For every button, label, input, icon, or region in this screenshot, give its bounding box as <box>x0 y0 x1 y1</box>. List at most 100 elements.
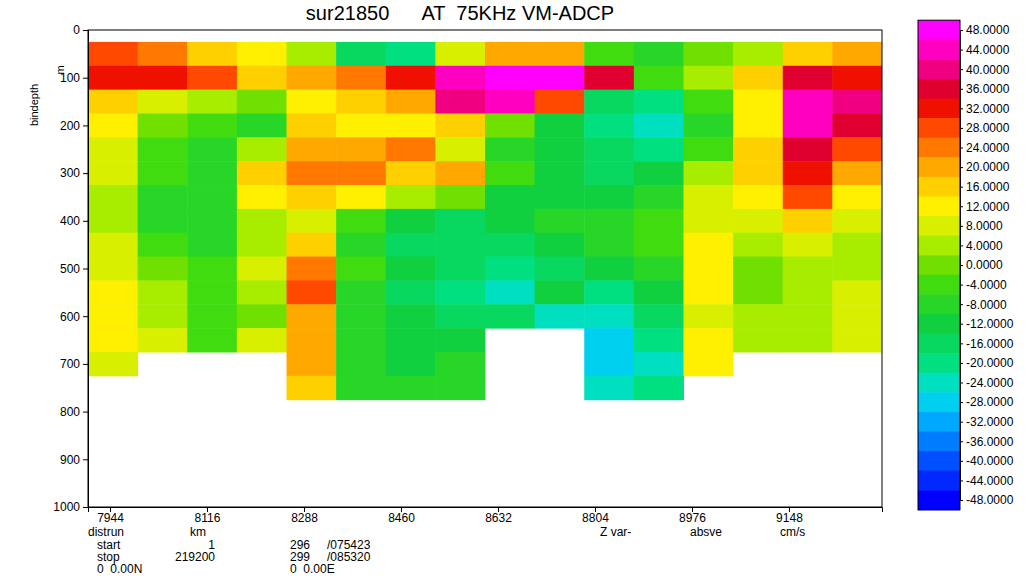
heatmap-cell <box>187 161 237 185</box>
heatmap-cell <box>187 280 237 304</box>
heatmap-cell <box>88 233 138 257</box>
heatmap-cell <box>684 280 734 304</box>
y-tick-label: 600 <box>60 310 80 324</box>
annotation: absve <box>690 525 722 539</box>
x-tick-label: 8632 <box>485 511 512 525</box>
colorbar-tick-mark <box>960 304 963 305</box>
y-tick-mark <box>83 269 88 270</box>
heatmap-cell <box>832 280 882 304</box>
x-tick: 8804 <box>582 507 609 525</box>
y-tick-mark <box>83 364 88 365</box>
heatmap-cell <box>684 352 734 376</box>
heatmap-cell <box>684 328 734 352</box>
colorbar-tick: 32.0000 <box>960 102 1010 116</box>
heatmap-cell <box>336 257 386 281</box>
heatmap-cell <box>584 328 634 352</box>
heatmap-cell <box>138 161 188 185</box>
colorbar-swatch <box>918 490 960 510</box>
colorbar-tick-mark <box>960 480 963 481</box>
heatmap-cell <box>237 233 287 257</box>
colorbar-tick-label: 24.0000 <box>966 141 1010 155</box>
y-tick: 200 <box>60 119 88 133</box>
x-tick: 8116 <box>195 507 221 525</box>
heatmap-cell <box>783 161 833 185</box>
heatmap-cell <box>336 233 386 257</box>
heatmap-cell <box>336 185 386 209</box>
x-tick: 8460 <box>388 507 415 525</box>
heatmap-cell <box>435 161 485 185</box>
colorbar-swatch <box>918 431 960 451</box>
heatmap-cell <box>485 233 535 257</box>
heatmap-cell <box>287 66 337 90</box>
x-tick: 9148 <box>776 507 803 525</box>
colorbar-tick: -44.0000 <box>960 474 1014 488</box>
heatmap-cell <box>783 113 833 137</box>
colorbar <box>918 20 960 510</box>
x-tick: 8288 <box>291 507 318 525</box>
heatmap-cell <box>535 209 585 233</box>
heatmap-cell <box>237 209 287 233</box>
heatmap-cell <box>435 209 485 233</box>
colorbar-tick-label: -36.0000 <box>966 435 1014 449</box>
colorbar-tick: -16.0000 <box>960 337 1014 351</box>
heatmap-cell <box>237 328 287 352</box>
colorbar-tick-mark <box>960 206 963 207</box>
y-tick-mark <box>83 78 88 79</box>
heatmap-cell <box>336 137 386 161</box>
heatmap-cell <box>386 257 436 281</box>
heatmap-cell <box>336 90 386 114</box>
heatmap-cell <box>88 352 138 376</box>
heatmap-cell <box>634 185 684 209</box>
x-tick: 8976 <box>679 507 706 525</box>
heatmap-cell <box>386 42 436 66</box>
heatmap-cell <box>336 113 386 137</box>
y-axis-line <box>83 31 89 508</box>
heatmap-cell <box>634 66 684 90</box>
colorbar-tick-mark <box>960 402 963 403</box>
heatmap-cell <box>783 42 833 66</box>
y-tick-label: 1000 <box>53 500 80 514</box>
heatmap-cell <box>386 137 436 161</box>
chart: 0100200300400500600700800900100079448116… <box>0 0 1034 583</box>
colorbar-tick: 40.0000 <box>960 63 1010 77</box>
colorbar-swatch <box>918 451 960 471</box>
colorbar-tick: 36.0000 <box>960 82 1010 96</box>
heatmap-cell <box>88 185 138 209</box>
heatmap-cell <box>237 113 287 137</box>
colorbar-tick-label: -28.0000 <box>966 395 1014 409</box>
heatmap-cell <box>386 185 436 209</box>
heatmap-cell <box>783 257 833 281</box>
heatmap-cell <box>684 113 734 137</box>
heatmap-cell <box>287 113 337 137</box>
colorbar-tick-label: 28.0000 <box>966 121 1010 135</box>
colorbar-tick-mark <box>960 441 963 442</box>
colorbar-tick-label: -40.0000 <box>966 454 1014 468</box>
colorbar-tick: 20.0000 <box>960 160 1010 174</box>
y-axis-unit: m <box>54 65 66 74</box>
x-tick-label: 7944 <box>97 511 124 525</box>
heatmap-cell <box>584 209 634 233</box>
heatmap-cell <box>783 137 833 161</box>
heatmap-cell <box>832 257 882 281</box>
colorbar-tick-label: 36.0000 <box>966 82 1010 96</box>
x-tick-label: 8288 <box>291 511 318 525</box>
x-axis-unit: km <box>190 525 206 539</box>
heatmap-cell <box>386 352 436 376</box>
colorbar-tick-label: -16.0000 <box>966 337 1014 351</box>
heatmap-cell <box>832 185 882 209</box>
colorbar-axis: 48.000044.000040.000036.000032.000028.00… <box>960 23 1014 507</box>
heatmap-cell <box>138 185 188 209</box>
heatmap-cell <box>783 233 833 257</box>
colorbar-tick-mark <box>960 108 963 109</box>
heatmap-cell <box>684 66 734 90</box>
heatmap-cell <box>535 185 585 209</box>
colorbar-tick: -48.0000 <box>960 493 1014 507</box>
heatmap-cell <box>386 113 436 137</box>
colorbar-tick-label: -44.0000 <box>966 474 1014 488</box>
colorbar-tick: -4.0000 <box>960 278 1007 292</box>
colorbar-swatch <box>918 392 960 412</box>
heatmap-cell <box>535 113 585 137</box>
heatmap-cell <box>634 352 684 376</box>
y-tick-label: 500 <box>60 262 80 276</box>
heatmap-cell <box>733 280 783 304</box>
